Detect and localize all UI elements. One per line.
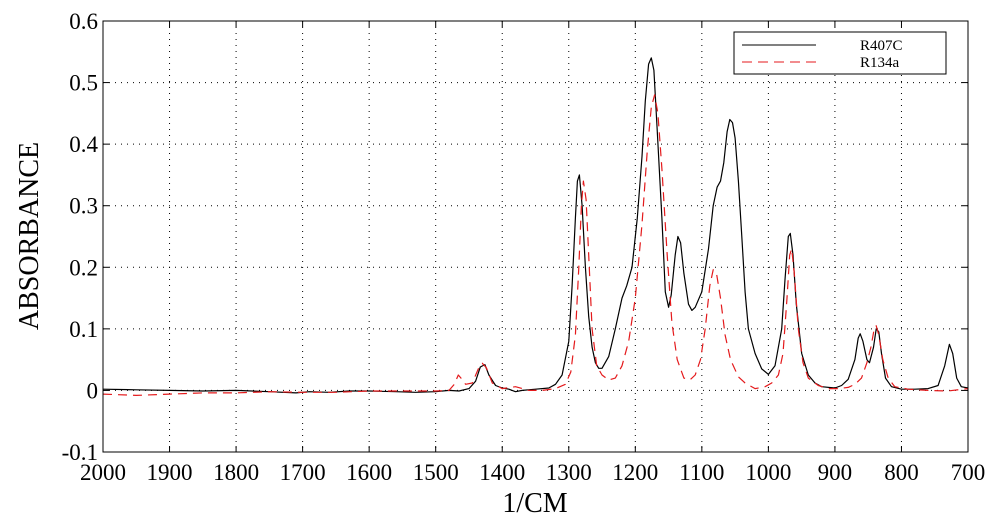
x-tick-label: 800 xyxy=(884,460,919,485)
y-tick-label: 0.2 xyxy=(69,255,98,280)
y-tick-label: 0.6 xyxy=(69,9,98,34)
x-tick-label: 1700 xyxy=(280,460,326,485)
legend-box xyxy=(733,31,947,75)
x-tick-label: 1000 xyxy=(745,460,791,485)
ticks: 2000 1900 1800 1700 1600 1500 1400 1300 1200 1100… xyxy=(62,9,986,485)
x-tick-label: 900 xyxy=(818,460,853,485)
y-tick-label: 0.4 xyxy=(69,132,98,157)
series-layer xyxy=(102,57,969,396)
x-tick-label: 1100 xyxy=(679,460,724,485)
series-line-r407c xyxy=(102,57,969,394)
y-tick-label: 0.3 xyxy=(69,194,98,219)
x-tick-label: 1300 xyxy=(546,460,592,485)
x-tick-label: 2000 xyxy=(80,460,126,485)
legend-label-r134a: R134a xyxy=(860,55,900,71)
y-tick-label: 0.5 xyxy=(69,71,98,96)
x-tick-label: 1800 xyxy=(213,460,259,485)
y-tick-label: 0.1 xyxy=(69,317,98,342)
x-tick-label: 1600 xyxy=(346,460,392,485)
legend-label-r407c: R407C xyxy=(860,38,903,54)
y-tick-label: 0 xyxy=(87,378,99,403)
y-axis-label: ABSORBANCE xyxy=(14,142,45,330)
x-axis-label: 1/CM xyxy=(502,488,567,518)
x-tick-label: 1200 xyxy=(612,460,658,485)
x-tick-label: 1400 xyxy=(479,460,525,485)
legend: R407C R134a xyxy=(733,31,947,75)
x-tick-label: 1500 xyxy=(413,460,459,485)
series-line-r134a xyxy=(102,94,969,396)
plot-frame xyxy=(102,20,969,453)
x-tick-label: 700 xyxy=(951,460,986,485)
y-tick-label: -0.1 xyxy=(62,440,98,465)
x-tick-label: 1900 xyxy=(147,460,193,485)
